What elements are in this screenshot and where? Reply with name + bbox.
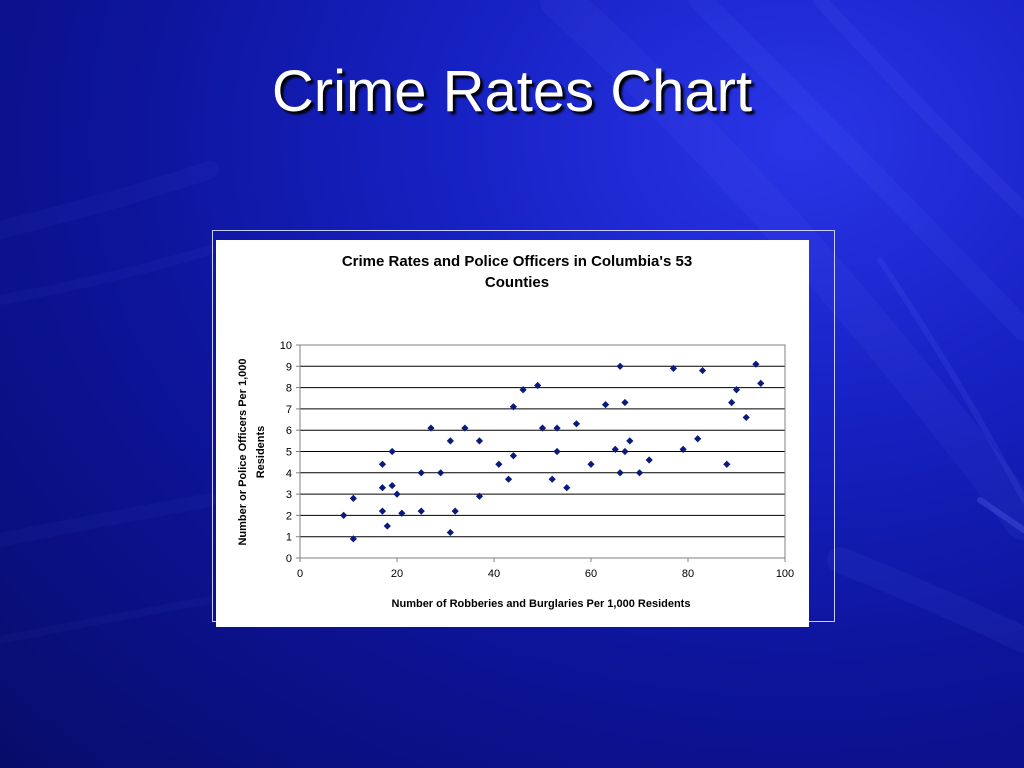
data-point-26 — [534, 381, 542, 390]
gridlines — [300, 365, 785, 538]
data-point-28 — [548, 475, 556, 483]
data-point-4 — [378, 484, 387, 492]
data-point-34 — [601, 401, 610, 409]
data-point-52 — [757, 379, 765, 387]
y-tick-labels: 0 1 2 3 4 5 6 7 8 9 10 — [280, 340, 300, 565]
x-tick-label-0: 0 — [297, 568, 303, 580]
data-point-24 — [509, 452, 517, 460]
data-point-39 — [621, 447, 629, 456]
data-point-43 — [669, 364, 678, 373]
y-axis-label-line-2: Residents — [255, 426, 267, 479]
chart-title-line-2: Counties — [485, 274, 549, 291]
data-point-47 — [723, 460, 731, 468]
data-point-15 — [446, 437, 454, 445]
data-point-32 — [572, 420, 581, 428]
data-point-5 — [378, 507, 387, 515]
data-point-33 — [587, 460, 595, 468]
slide-title: Crime Rates Chart — [271, 59, 753, 124]
y-tick-label-10: 10 — [280, 340, 292, 352]
y-tick-label-8: 8 — [286, 383, 292, 395]
data-point-48 — [728, 398, 736, 407]
y-tick-label-3: 3 — [286, 489, 292, 501]
data-point-38 — [621, 398, 629, 407]
data-point-29 — [553, 424, 561, 432]
data-point-42 — [645, 456, 653, 464]
data-point-37 — [616, 469, 624, 477]
y-tick-label-9: 9 — [286, 361, 292, 373]
data-point-30 — [553, 447, 561, 456]
data-point-41 — [635, 469, 644, 477]
x-tick-label-100: 100 — [776, 568, 794, 580]
x-tick-label-80: 80 — [682, 568, 694, 580]
x-tick-label-40: 40 — [488, 568, 500, 580]
data-point-3 — [378, 460, 387, 468]
y-tick-label-5: 5 — [286, 447, 292, 459]
data-point-40 — [626, 437, 634, 445]
y-axis-label-line-1: Number or Police Officers Per 1,000 — [237, 358, 249, 545]
data-point-44 — [679, 445, 687, 453]
y-tick-label-7: 7 — [286, 404, 292, 416]
scatter-chart: Crime Rates and Police Officers in Colum… — [237, 253, 794, 610]
y-tick-label-2: 2 — [286, 510, 292, 522]
data-point-9 — [393, 490, 401, 498]
x-tick-label-60: 60 — [585, 568, 597, 580]
data-point-25 — [519, 386, 527, 394]
x-axis-label: Number of Robberies and Burglaries Per 1… — [392, 598, 691, 610]
y-tick-label-0: 0 — [286, 553, 292, 565]
data-point-36 — [616, 362, 624, 370]
data-point-20 — [475, 492, 484, 500]
data-point-7 — [388, 447, 396, 456]
data-point-22 — [504, 475, 513, 483]
data-point-16 — [446, 528, 454, 537]
data-point-0 — [340, 511, 348, 519]
data-point-8 — [388, 481, 396, 490]
data-point-45 — [694, 435, 702, 443]
x-tick-labels: 0 20 40 60 80 100 — [297, 558, 794, 580]
data-point-31 — [563, 484, 571, 492]
data-point-14 — [437, 469, 445, 477]
chart-title-line-1: Crime Rates and Police Officers in Colum… — [342, 253, 692, 270]
y-tick-label-1: 1 — [286, 532, 292, 544]
data-point-23 — [509, 403, 517, 411]
data-point-27 — [538, 424, 547, 432]
data-point-50 — [742, 413, 750, 422]
data-point-11 — [417, 469, 425, 477]
data-point-35 — [611, 445, 619, 453]
scatter-chart-panel: Crime Rates and Police Officers in Colum… — [216, 240, 809, 627]
data-point-6 — [383, 522, 391, 530]
data-point-19 — [475, 437, 484, 445]
data-point-12 — [417, 507, 425, 515]
data-point-17 — [451, 507, 459, 515]
data-point-46 — [698, 366, 707, 375]
data-point-1 — [349, 494, 357, 502]
data-point-13 — [427, 424, 435, 432]
data-point-2 — [349, 535, 357, 543]
y-tick-label-6: 6 — [286, 425, 292, 437]
x-tick-label-20: 20 — [391, 568, 403, 580]
data-point-21 — [495, 460, 503, 468]
y-tick-label-4: 4 — [286, 468, 292, 480]
